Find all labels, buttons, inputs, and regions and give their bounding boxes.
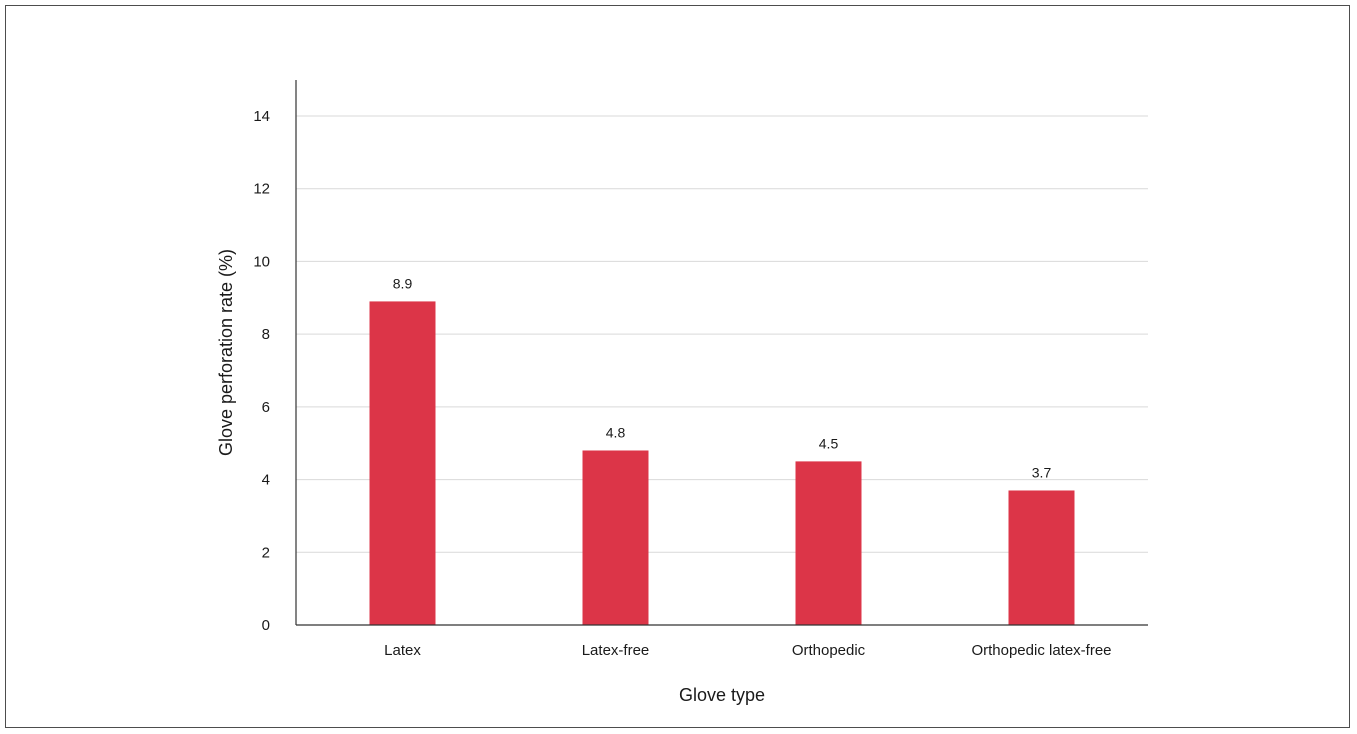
data-labels: 8.9 4.8 4.5 3.7 bbox=[393, 275, 1052, 480]
bar-latex-free bbox=[582, 450, 649, 625]
x-tick-label: Orthopedic latex-free bbox=[971, 642, 1111, 659]
axes bbox=[295, 80, 1148, 626]
x-tick-label: Latex bbox=[384, 642, 421, 659]
x-tick-labels: Latex Latex-free Orthopedic Orthopedic late… bbox=[384, 642, 1111, 659]
bar-latex bbox=[369, 301, 436, 625]
data-label: 3.7 bbox=[1032, 464, 1052, 480]
y-axis-title: Glove perforation rate (%) bbox=[216, 249, 236, 456]
y-tick-label: 6 bbox=[262, 399, 270, 416]
x-axis-title: Glove type bbox=[679, 685, 765, 705]
gridlines bbox=[296, 115, 1148, 553]
data-label: 4.8 bbox=[606, 424, 626, 440]
y-tick-label: 12 bbox=[253, 181, 270, 198]
bars bbox=[369, 301, 1075, 625]
x-tick-label: Orthopedic bbox=[792, 642, 866, 659]
y-tick-labels: 0 2 4 6 8 10 12 14 bbox=[253, 108, 270, 634]
bar-orthopedic bbox=[795, 461, 862, 625]
y-tick-label: 8 bbox=[262, 326, 270, 343]
data-label: 4.5 bbox=[819, 435, 839, 451]
y-tick-label: 10 bbox=[253, 253, 270, 270]
y-tick-label: 2 bbox=[262, 544, 270, 561]
y-tick-label: 4 bbox=[262, 472, 270, 489]
bar-orthopedic-latex-free bbox=[1008, 490, 1075, 625]
y-tick-label: 0 bbox=[262, 617, 270, 634]
data-label: 8.9 bbox=[393, 275, 413, 291]
chart-frame bbox=[5, 5, 1350, 728]
y-tick-label: 14 bbox=[253, 108, 270, 125]
x-tick-label: Latex-free bbox=[582, 642, 650, 659]
